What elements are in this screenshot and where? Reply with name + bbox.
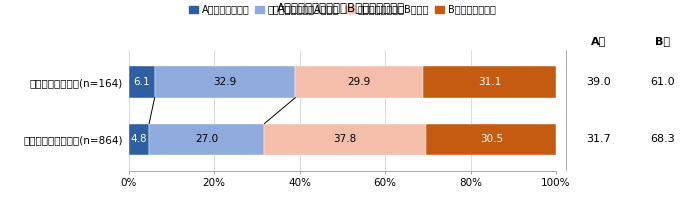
Text: A計: A計 <box>591 36 606 46</box>
Text: B計: B計 <box>655 36 671 46</box>
Text: 32.9: 32.9 <box>213 77 236 87</box>
Legend: Aのとおりである, どちらかというとAに近い, どちらかというとBに近い, Bのとおりである: Aのとおりである, どちらかというとAに近い, どちらかというとBに近い, Bの… <box>189 5 496 15</box>
Bar <box>426 124 557 155</box>
Text: 31.7: 31.7 <box>586 134 611 144</box>
Bar <box>423 66 556 98</box>
Text: 31.1: 31.1 <box>478 77 501 87</box>
Text: 27.0: 27.0 <box>195 134 218 144</box>
Bar <box>129 66 155 98</box>
Text: A：シングルタスク／B：マルチタスク: A：シングルタスク／B：マルチタスク <box>277 2 404 15</box>
Bar <box>295 66 423 98</box>
Text: 4.8: 4.8 <box>131 134 147 144</box>
Text: 61.0: 61.0 <box>651 77 675 87</box>
Bar <box>149 124 265 155</box>
Text: 39.0: 39.0 <box>586 77 611 87</box>
Text: 29.9: 29.9 <box>348 77 371 87</box>
Text: 68.3: 68.3 <box>651 134 676 144</box>
Text: 6.1: 6.1 <box>133 77 150 87</box>
Text: 30.5: 30.5 <box>480 134 502 144</box>
Bar <box>265 124 426 155</box>
Bar <box>155 66 295 98</box>
Bar <box>129 124 149 155</box>
Text: 37.8: 37.8 <box>334 134 357 144</box>
